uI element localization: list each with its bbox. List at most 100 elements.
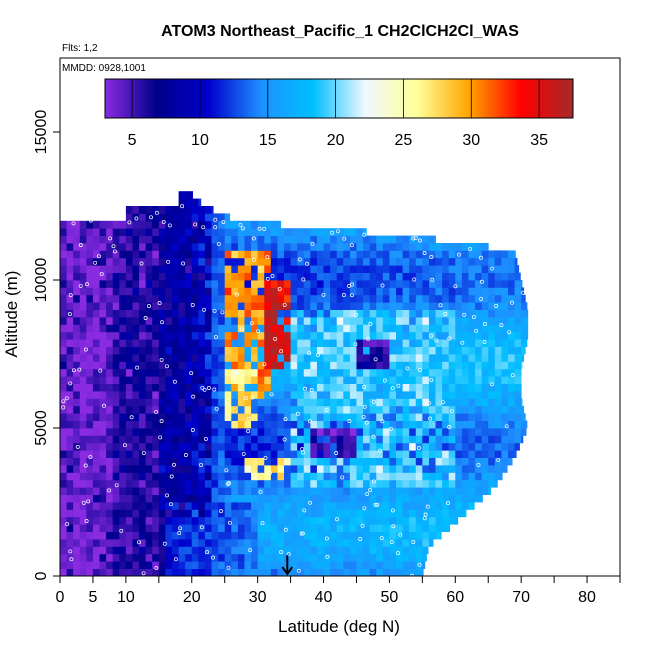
heatmap-cell xyxy=(448,331,456,340)
heatmap-cell xyxy=(191,368,199,377)
sample-point xyxy=(119,528,124,533)
heatmap-cell xyxy=(284,413,291,421)
heatmap-cell xyxy=(106,346,114,355)
heatmap-cell xyxy=(435,368,443,377)
colorbar-segment xyxy=(222,79,226,118)
heatmap-cell xyxy=(303,331,311,340)
heatmap-cell xyxy=(316,272,324,281)
heatmap-cell xyxy=(132,354,140,362)
heatmap-cell xyxy=(475,361,483,370)
colorbar-segment xyxy=(422,79,427,118)
heatmap-cell xyxy=(92,539,100,547)
heatmap-cell xyxy=(172,450,179,458)
sample-point xyxy=(297,257,302,262)
heatmap-cell xyxy=(204,257,212,266)
heatmap-cell xyxy=(382,546,390,555)
heatmap-cell xyxy=(185,228,193,236)
heatmap-cell xyxy=(382,398,390,407)
heatmap-cell xyxy=(86,250,94,259)
heatmap-cell xyxy=(409,465,417,473)
heatmap-cell xyxy=(514,346,522,355)
heatmap-cell xyxy=(178,420,186,429)
heatmap-cell xyxy=(415,287,423,296)
heatmap-cell xyxy=(79,287,87,296)
heatmap-cell xyxy=(363,413,371,421)
colorbar-segment xyxy=(385,79,390,118)
heatmap-cell xyxy=(435,531,442,540)
heatmap-cell xyxy=(521,294,526,303)
heatmap-cell xyxy=(270,317,278,325)
heatmap-cell xyxy=(323,494,331,503)
heatmap-cell xyxy=(422,368,430,377)
heatmap-cell xyxy=(158,539,166,547)
heatmap-cell xyxy=(218,539,226,547)
heatmap-cell xyxy=(125,509,133,518)
heatmap-cell xyxy=(125,531,133,540)
heatmap-cell xyxy=(435,309,443,318)
heatmap-cell xyxy=(172,206,179,214)
heatmap-cell xyxy=(224,568,232,576)
heatmap-cell xyxy=(323,361,331,370)
heatmap-cell xyxy=(139,309,147,318)
heatmap-cell xyxy=(60,487,67,495)
colorbar-segment xyxy=(228,79,233,118)
heatmap-cell xyxy=(270,339,278,347)
heatmap-cell xyxy=(488,368,496,377)
heatmap-cell xyxy=(343,568,351,576)
heatmap-cell xyxy=(389,235,397,244)
heatmap-cell xyxy=(310,317,318,325)
heatmap-cell xyxy=(409,546,417,555)
heatmap-cell xyxy=(369,235,377,244)
heatmap-cell xyxy=(349,287,357,296)
colorbar-segment xyxy=(198,79,203,118)
heatmap-cell xyxy=(284,531,291,540)
colorbar-segment xyxy=(536,79,541,118)
heatmap-cell xyxy=(178,317,186,325)
heatmap-cell xyxy=(475,346,483,355)
heatmap-cell xyxy=(270,287,278,296)
heatmap-cell xyxy=(66,502,74,510)
colorbar-segment xyxy=(409,79,414,118)
heatmap-cell xyxy=(185,257,193,266)
heatmap-cell xyxy=(224,413,232,421)
heatmap-cell xyxy=(112,553,120,562)
heatmap-cell xyxy=(290,531,298,540)
sample-point xyxy=(139,261,144,266)
heatmap-cell xyxy=(112,561,120,569)
colorbar-segment xyxy=(265,79,270,118)
heatmap-cell xyxy=(178,280,186,288)
heatmap-cell xyxy=(139,494,147,503)
heatmap-cell xyxy=(191,568,199,576)
heatmap-cell xyxy=(488,331,496,340)
sample-points xyxy=(61,204,526,576)
heatmap-cell xyxy=(349,413,357,421)
heatmap-cell xyxy=(514,250,516,259)
heatmap-cell xyxy=(428,265,436,273)
heatmap-cell xyxy=(376,457,384,466)
heatmap-cell xyxy=(244,553,252,562)
heatmap-cell xyxy=(264,561,272,569)
heatmap-cell xyxy=(198,465,206,473)
heatmap-cell xyxy=(323,317,331,325)
sample-point xyxy=(86,499,91,504)
heatmap-cell xyxy=(237,280,245,288)
heatmap-cell xyxy=(363,346,371,355)
heatmap-cell xyxy=(369,487,377,495)
heatmap-cell xyxy=(448,509,456,518)
heatmap-cell xyxy=(211,228,219,236)
heatmap-cell xyxy=(92,317,100,325)
heatmap-cell xyxy=(415,531,423,540)
heatmap-cell xyxy=(158,220,166,229)
heatmap-cell xyxy=(481,257,489,266)
heatmap-cell xyxy=(185,546,193,555)
heatmap-cell xyxy=(79,516,87,525)
sample-point xyxy=(78,243,83,247)
heatmap-cell xyxy=(60,472,67,481)
heatmap-cell xyxy=(277,331,285,340)
heatmap-cell xyxy=(435,339,443,347)
heatmap-cell xyxy=(461,428,469,436)
heatmap-cell xyxy=(369,553,377,562)
heatmap-cell xyxy=(257,435,265,444)
colorbar-segment xyxy=(439,79,444,118)
heatmap-cell xyxy=(363,568,371,576)
